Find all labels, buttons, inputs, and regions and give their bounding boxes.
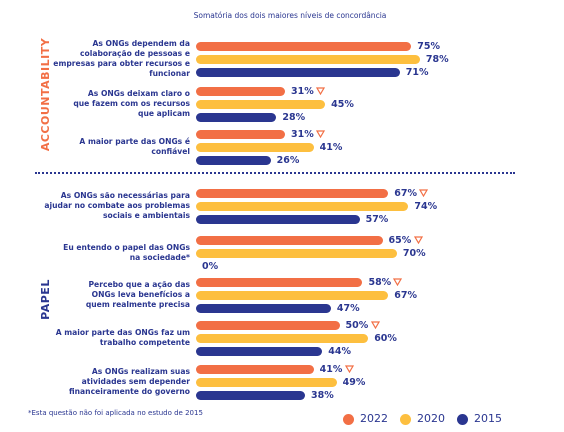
value-label: 38% <box>311 390 334 401</box>
bar <box>196 113 277 122</box>
category-label: As ONGs dependem da colaboração de pesso… <box>53 39 190 78</box>
category-label: As ONGs realizam suas atividades sem dep… <box>69 367 190 396</box>
decrease-marker <box>344 365 354 373</box>
value-label: 47% <box>336 303 360 314</box>
value-label: 26% <box>276 155 300 166</box>
value-label: 57% <box>365 214 389 225</box>
bar <box>196 249 397 258</box>
value-label: 67% <box>394 188 418 199</box>
legend-swatch <box>400 414 411 425</box>
value-label: 41% <box>319 142 343 153</box>
value-label: 44% <box>328 346 352 357</box>
category-label: A maior parte das ONGs faz um trabalho c… <box>55 328 190 347</box>
category-label: As ONGs são necessárias para ajudar no c… <box>44 191 190 220</box>
category-label: Eu entendo o papel das ONGs na sociedade… <box>63 243 190 262</box>
category-label: A maior parte das ONGs é confiável <box>79 137 190 156</box>
decrease-marker <box>419 189 429 197</box>
value-label: 45% <box>331 99 354 110</box>
legend-swatch <box>343 414 354 425</box>
bar <box>196 321 340 330</box>
note: *Esta questão não foi aplicada no estudo… <box>28 409 203 417</box>
value-label: 67% <box>394 290 418 301</box>
legend-label: 2020 <box>417 412 445 425</box>
bar <box>196 55 420 64</box>
value-label: 50% <box>345 320 369 331</box>
decrease-marker <box>413 236 423 244</box>
bar <box>196 42 412 51</box>
bar <box>196 202 409 211</box>
chart-subtitle: Somatória dos dois maiores níveis de con… <box>193 11 387 20</box>
value-label: 41% <box>319 364 343 375</box>
bar <box>196 68 400 77</box>
bar <box>196 391 306 400</box>
bar <box>196 143 314 152</box>
value-label: 31% <box>290 129 314 140</box>
value-label: 71% <box>405 67 429 78</box>
bar <box>196 365 314 374</box>
value-label: 28% <box>282 112 306 123</box>
value-label: 74% <box>414 201 438 212</box>
bar <box>196 236 383 245</box>
decrease-marker <box>370 321 380 329</box>
bar <box>196 378 337 387</box>
bar <box>196 189 389 198</box>
bar <box>196 130 285 139</box>
decrease-marker <box>393 278 403 286</box>
value-label: 60% <box>374 333 397 344</box>
value-label: 0% <box>202 261 219 272</box>
value-label: 49% <box>342 377 366 388</box>
decrease-marker <box>315 87 325 95</box>
bar <box>196 304 331 313</box>
value-label: 65% <box>388 235 412 246</box>
value-label: 70% <box>402 248 426 259</box>
value-label: 58% <box>368 277 392 288</box>
legend-swatch <box>457 414 468 425</box>
bar <box>196 87 285 96</box>
bar <box>196 278 363 287</box>
category-label: As ONGs deixam claro o que fazem com os … <box>73 89 190 118</box>
legend-label: 2015 <box>474 412 502 425</box>
divider <box>35 172 515 174</box>
value-label: 31% <box>290 86 314 97</box>
bar <box>196 334 369 343</box>
value-label: 75% <box>417 41 440 52</box>
legend-label: 2022 <box>360 412 388 425</box>
bar <box>196 291 389 300</box>
category-label: Percebo que a ação das ONGs leva benefíc… <box>85 280 190 309</box>
decrease-marker <box>315 130 325 138</box>
bar <box>196 100 326 109</box>
bar <box>196 215 360 224</box>
value-label: 78% <box>425 54 449 65</box>
bar <box>196 156 271 165</box>
bar <box>196 347 323 356</box>
